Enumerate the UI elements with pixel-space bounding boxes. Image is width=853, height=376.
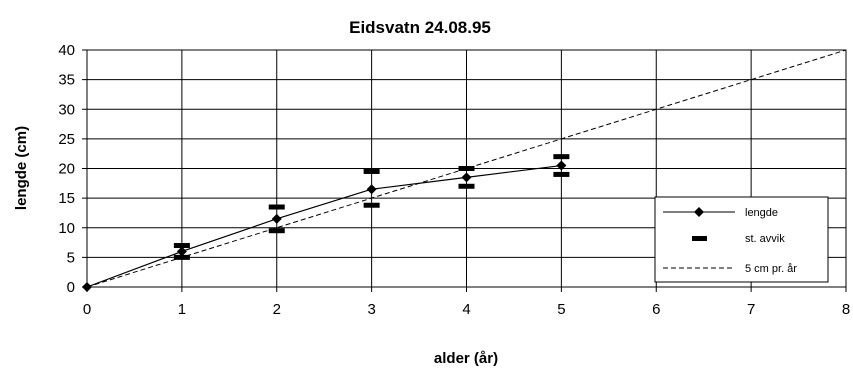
lengde-point-3 <box>366 184 377 195</box>
st-avvik-marker-7 <box>458 183 475 189</box>
lengde-point-5 <box>556 160 567 171</box>
chart-title: Eidsvatn 24.08.95 <box>349 18 491 37</box>
x-axis-ticks: 0 1 2 3 4 5 6 7 8 <box>83 287 850 318</box>
lengde-point-4 <box>461 172 472 183</box>
y-tick-label-6: 30 <box>58 101 75 118</box>
x-tick-label-3: 3 <box>367 301 375 318</box>
st-avvik-marker-1 <box>173 254 190 260</box>
y-axis-label: lengde (cm) <box>13 126 30 210</box>
y-tick-label-7: 35 <box>58 72 75 89</box>
x-tick-label-1: 1 <box>178 301 186 318</box>
st-avvik-series <box>173 154 570 260</box>
st-avvik-marker-9 <box>553 171 570 177</box>
reference-line-path <box>86 49 847 288</box>
st-avvik-marker-4 <box>363 168 380 174</box>
legend: lengde st. avvik 5 cm pr. år <box>654 196 829 283</box>
plot-border <box>86 49 847 288</box>
lengde-point-2 <box>271 213 282 224</box>
legend-lengde-label: lengde <box>745 207 778 219</box>
st-avvik-marker-3 <box>268 228 285 234</box>
y-tick-label-2: 10 <box>58 220 75 237</box>
legend-lengde-marker <box>694 207 704 217</box>
y-tick-label-4: 20 <box>58 161 75 178</box>
y-tick-label-3: 15 <box>58 190 75 207</box>
y-tick-label-0: 0 <box>67 279 75 296</box>
legend-st-avvik-marker <box>692 236 707 241</box>
legend-box <box>654 196 829 283</box>
y-tick-label-5: 25 <box>58 131 75 148</box>
y-axis-ticks: 0 5 10 15 20 25 30 35 40 <box>58 42 87 296</box>
x-tick-label-0: 0 <box>83 301 91 318</box>
x-tick-label-4: 4 <box>462 301 470 318</box>
st-avvik-marker-0 <box>173 243 190 249</box>
lengde-line <box>86 164 562 288</box>
x-tick-label-7: 7 <box>747 301 755 318</box>
legend-reference-label: 5 cm pr. år <box>745 263 797 275</box>
lengde-series <box>82 160 567 292</box>
x-tick-label-8: 8 <box>842 301 850 318</box>
y-tick-label-1: 5 <box>67 249 75 266</box>
x-tick-label-2: 2 <box>273 301 281 318</box>
st-avvik-marker-8 <box>553 154 570 160</box>
reference-line <box>86 49 847 288</box>
x-axis-label: alder (år) <box>434 350 498 367</box>
st-avvik-marker-6 <box>458 166 475 171</box>
st-avvik-marker-2 <box>268 204 285 210</box>
legend-st-avvik-label: st. avvik <box>745 233 785 245</box>
lengde-point-1 <box>176 246 187 257</box>
y-tick-label-8: 40 <box>58 42 75 59</box>
x-tick-label-5: 5 <box>557 301 565 318</box>
st-avvik-marker-5 <box>363 202 380 208</box>
x-tick-label-6: 6 <box>652 301 660 318</box>
